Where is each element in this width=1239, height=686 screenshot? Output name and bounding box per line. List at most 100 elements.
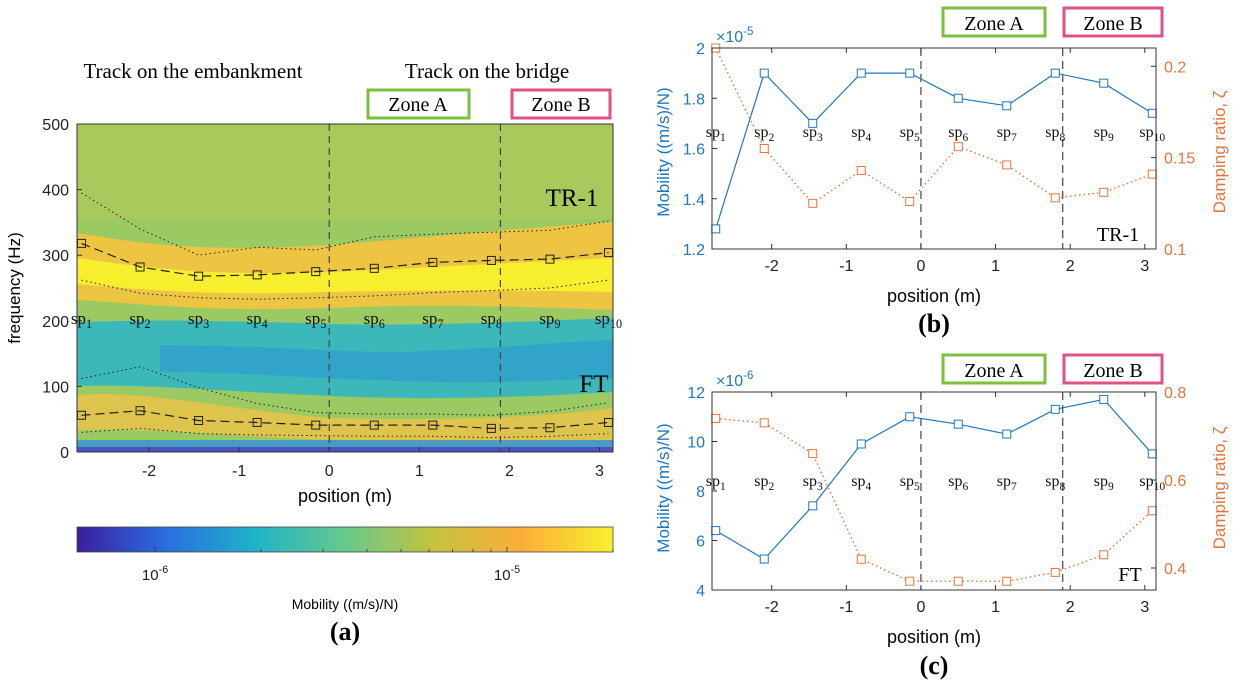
- panel-a-ylabel: frequency (Hz): [5, 232, 24, 343]
- panel-b-damping-point-8: [1050, 193, 1060, 203]
- colorbar: 10-6 10-5 Mobility ((m/s)/N): [76, 526, 614, 612]
- zone-b-box-b: Zone B: [1062, 6, 1164, 38]
- panel-a-ytick-label-1: 100: [42, 379, 69, 396]
- tr1-peak-line: [81, 242, 609, 277]
- ft-peak-marker-5: [311, 420, 321, 430]
- panel-c-mobility-point-3: [808, 501, 818, 511]
- panel-a-xtick-label-1: -1: [232, 463, 246, 480]
- panel-b-left-exponent-sup: -5: [743, 26, 753, 38]
- colorbar-bar: [76, 526, 614, 553]
- panel-c-sensor-label-6: sp6: [948, 473, 968, 493]
- panel-b-caption: (b): [918, 309, 950, 338]
- panel-b-sensor-label-2: sp2: [754, 124, 774, 144]
- ft-peak-marker-1: [77, 410, 87, 420]
- tr1-peak-marker-5: [311, 267, 321, 277]
- ft-peak-marker-9: [545, 423, 555, 433]
- panel-c-mobility-point-7: [1002, 429, 1012, 439]
- panel-a-ytick-label-2: 200: [42, 314, 69, 331]
- panel-b-sensor-label-5-sub: 5: [914, 132, 920, 144]
- panel-a-ytick-label-5: 500: [42, 117, 69, 134]
- panel-c-mobility-point-8: [1050, 404, 1060, 414]
- panel-c-mobility-point-9: [1099, 394, 1109, 404]
- tr1-peak-marker-3: [194, 271, 204, 281]
- colorbar-label: Mobility ((m/s)/N): [292, 596, 399, 612]
- panel-b-mode-label: TR-1: [1097, 224, 1139, 246]
- ft-peak-line: [81, 410, 609, 430]
- panel-b-damping-point-7: [1002, 160, 1012, 170]
- panel-c-sensor-label-4: sp4: [851, 473, 871, 493]
- panel-b-sensor-label-1-sub: 1: [720, 132, 726, 144]
- panel-b-ytick-left-label-0: 1.2: [683, 242, 705, 259]
- panel-a-sensor-label-4-sub: 4: [262, 317, 268, 331]
- panel-c-damping-point-2: [759, 418, 769, 428]
- panel-c-sensor-label-9: sp9: [1094, 473, 1114, 493]
- tr1-peak-marker-4: [252, 270, 262, 280]
- panel-b-damping-point-5: [905, 196, 915, 206]
- panel-b-xtick-label-0: -2: [765, 258, 779, 275]
- panel-b-xtick-label-2: 0: [916, 258, 925, 275]
- panel-c-ytick-left-label-4: 12: [687, 385, 705, 402]
- tr1-peak-marker-6: [369, 263, 379, 273]
- panel-b-xtick-label-5: 3: [1140, 258, 1149, 275]
- panel-c-ylabel-left: Mobility ((m/s)/N): [654, 423, 673, 552]
- zone-b-label-c: Zone B: [1083, 360, 1142, 382]
- panel-b-sensor-label-4-sub: 4: [865, 132, 871, 144]
- panel-b-mobility-point-10: [1147, 108, 1157, 118]
- panel-a-sensor-label-1-sub: 1: [86, 317, 92, 331]
- panel-a-sensor-label-2-sub: 2: [145, 317, 151, 331]
- ft-peak-marker-4: [252, 417, 262, 427]
- panel-b-ytick-right-label-1: 0.15: [1164, 151, 1195, 168]
- panel-c-sensor-label-6-sub: 6: [962, 481, 968, 493]
- panel-a-sensor-label-6-sub: 6: [379, 317, 385, 331]
- panel-c-mobility-point-10: [1147, 449, 1157, 459]
- panel-b-damping-point-10: [1147, 169, 1157, 179]
- panel-c-sensor-label-1-sub: 1: [720, 481, 726, 493]
- panel-b-ytick-right-label-2: 0.2: [1164, 59, 1186, 76]
- panel-a-sensor-label-3-sub: 3: [203, 317, 209, 331]
- panel-a-sensor-label-5-sub: 5: [320, 317, 326, 331]
- ft-peak-marker-10: [603, 417, 613, 427]
- panel-b-sensor-label-7-sub: 7: [1011, 132, 1017, 144]
- panel-b-left-exponent: ×10-5: [716, 26, 753, 46]
- panel-c-damping-point-10: [1147, 506, 1157, 516]
- zone-b-box: Zone B: [510, 88, 612, 120]
- panel-b-sensor-label-3: sp3: [803, 124, 823, 144]
- panel-c-damping-point-9: [1099, 550, 1109, 560]
- panel-c-sensor-label-8-sub: 8: [1059, 481, 1065, 493]
- panel-c-damping-line: [715, 417, 1153, 582]
- panel-c-frame: [711, 391, 1157, 591]
- tr1-peak-marker-7: [428, 257, 438, 267]
- panel-c-sensor-label-3-sub: 3: [817, 481, 823, 493]
- colorbar-tick-label-0-sup: -6: [159, 564, 169, 576]
- panel-c-ytick-left-label-0: 4: [696, 583, 705, 600]
- panel-b-mobility-point-3: [808, 118, 818, 128]
- panel-b-sensor-label-2-sub: 2: [768, 132, 774, 144]
- panel-a-xtick-label-5: 3: [595, 463, 604, 480]
- ft-peak-marker-7: [428, 420, 438, 430]
- panel-c-damping-point-3: [808, 449, 818, 459]
- panel-a-frame: [76, 123, 614, 453]
- panel-b-sensor-label-6: sp6: [948, 124, 968, 144]
- panel-c-plot: sp1 sp2 sp3 sp4 sp5 sp6 sp7 sp8 sp9 sp10-2 -1 0 1 2 34…: [687, 370, 1186, 616]
- panel-b-sensor-label-9-sub: 9: [1108, 132, 1114, 144]
- panel-c-sensor-label-10-sub: 10: [1154, 481, 1166, 493]
- panel-a-ytick-label-4: 400: [42, 183, 69, 200]
- panel-b-mobility-point-6: [953, 93, 963, 103]
- panel-b-sensor-label-8-sub: 8: [1059, 132, 1065, 144]
- panel-c-xlabel: position (m): [887, 627, 981, 647]
- panel-c-left-exponent-sup: -6: [743, 370, 753, 382]
- panel-c-damping-point-6: [953, 576, 963, 586]
- panel-a: Track on the embankment Track on the bri…: [5, 59, 622, 646]
- tr1-peak-marker-9: [545, 254, 555, 264]
- panel-b-sensor-label-1: sp1: [706, 124, 726, 144]
- panel-a-sensor-label-9-sub: 9: [554, 317, 560, 331]
- panel-c-damping-point-5: [905, 576, 915, 586]
- ft-peak-marker-8: [486, 423, 496, 433]
- panel-b-sensor-label-10-sub: 10: [1154, 132, 1166, 144]
- panel-c-sensor-label-2-sub: 2: [768, 481, 774, 493]
- panel-a-ytick-label-3: 300: [42, 248, 69, 265]
- panel-b-damping-point-4: [856, 165, 866, 175]
- panel-b-mobility-point-1: [711, 224, 721, 234]
- zone-a-label: Zone A: [388, 94, 448, 116]
- panel-c-sensor-label-10: sp10: [1139, 473, 1165, 493]
